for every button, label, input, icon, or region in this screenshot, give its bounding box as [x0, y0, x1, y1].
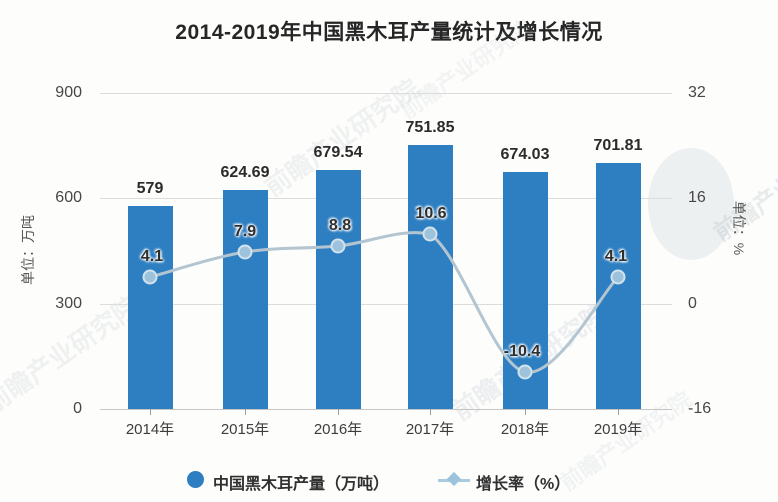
left-axis-tick: 600 — [55, 189, 82, 206]
x-tick — [245, 409, 246, 415]
bar-2019 — [596, 163, 641, 409]
left-axis-unit-label: 单位：万吨 — [20, 215, 36, 285]
bar-2016 — [316, 170, 361, 409]
bar-2018 — [503, 172, 548, 409]
line-value-label: 4.1 — [140, 248, 164, 265]
x-tick — [338, 409, 339, 415]
right-axis-tick: -16 — [688, 400, 712, 417]
x-axis-label-2016: 2016年 — [313, 421, 363, 438]
left-axis-tick: 0 — [73, 400, 82, 417]
legend-label-production: 中国黑木耳产量（万吨） — [213, 476, 390, 493]
right-axis-tick: 32 — [688, 84, 706, 101]
bar-value-label: 674.03 — [500, 146, 550, 163]
bar-2014 — [128, 206, 173, 409]
line-value-label: 7.9 — [233, 223, 257, 240]
x-axis-label-2015: 2015年 — [220, 421, 270, 438]
x-tick — [525, 409, 526, 415]
right-axis-tick: 16 — [688, 189, 706, 206]
watermark-logo-blob — [648, 148, 734, 260]
gridline-600 — [100, 198, 672, 199]
legend-marker-production — [187, 471, 204, 488]
line-value-label: 4.1 — [604, 248, 628, 265]
legend-marker-growth-diamond — [446, 471, 462, 487]
chart-title: 2014-2019年中国黑木耳产量统计及增长情况 — [175, 21, 603, 44]
x-axis-label-2019: 2019年 — [593, 421, 643, 438]
right-axis-unit-label: 单位：% — [731, 200, 747, 256]
gridline-900 — [100, 93, 672, 94]
x-tick — [430, 409, 431, 415]
line-value-label: 8.8 — [328, 217, 352, 234]
bar-value-label: 751.85 — [405, 119, 455, 136]
legend-label-growth: 增长率（%） — [476, 476, 571, 493]
x-axis-label-2017: 2017年 — [405, 421, 455, 438]
x-axis-label-2018: 2018年 — [500, 421, 550, 438]
gridline-300 — [100, 304, 672, 305]
left-axis-tick: 900 — [55, 84, 82, 101]
left-axis-tick: 300 — [55, 295, 82, 312]
bar-value-label: 624.69 — [220, 164, 270, 181]
bar-value-label: 679.54 — [313, 144, 363, 161]
x-axis-line — [100, 409, 672, 410]
x-tick — [618, 409, 619, 415]
bar-value-label: 701.81 — [593, 137, 643, 154]
x-tick — [150, 409, 151, 415]
x-axis-label-2014: 2014年 — [125, 421, 175, 438]
line-value-label: 10.6 — [415, 205, 447, 222]
bar-value-label: 579 — [136, 180, 164, 197]
right-axis-tick: 0 — [688, 295, 697, 312]
line-value-label: -10.4 — [503, 343, 541, 360]
bar-2017 — [408, 145, 453, 409]
